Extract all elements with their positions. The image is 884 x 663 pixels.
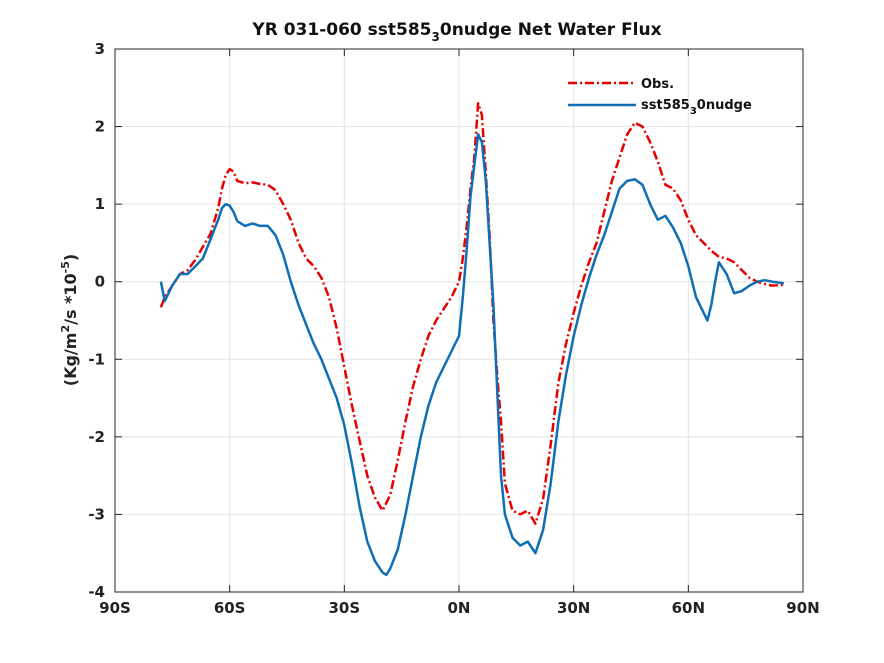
legend-label-obs: Obs. xyxy=(641,77,674,92)
x-tick-label: 90S xyxy=(99,599,131,617)
legend-label-model-subscript: 3 xyxy=(690,106,697,117)
legend-label-model-part-2: 0nudge xyxy=(697,98,752,113)
y-tick-label: -2 xyxy=(88,428,105,446)
x-tick-label: 90N xyxy=(786,599,819,617)
chart-title-part-2: 0nudge Net Water Flux xyxy=(440,20,662,40)
y-tick-label: 3 xyxy=(95,40,105,58)
y-axis-ticks: 3 2 1 0 -1 -2 -3 -4 xyxy=(88,40,803,601)
y-tick-label: -1 xyxy=(88,350,105,368)
series-line-model xyxy=(159,133,785,577)
legend-label-model-part-1: sst585 xyxy=(641,98,690,113)
y-tick-label: -4 xyxy=(88,583,105,601)
y-axis-label-superscript-1: 2 xyxy=(59,325,72,333)
y-tick-label: -3 xyxy=(88,505,105,523)
y-tick-label: 0 xyxy=(95,273,105,291)
y-axis-label: (Kg/m2/s *10-5) xyxy=(59,254,80,386)
x-axis-ticks: 90S 60S 30S 0N 30N 60N 90N xyxy=(99,49,820,617)
x-tick-label: 60S xyxy=(214,599,246,617)
series-lines xyxy=(159,102,785,577)
y-axis-label-part-2: /s *10 xyxy=(61,273,80,325)
x-tick-label: 0N xyxy=(448,599,471,617)
y-tick-label: 1 xyxy=(95,195,105,213)
chart-title: YR 031-060 sst58530nudge Net Water Flux xyxy=(251,20,661,44)
x-tick-label: 30S xyxy=(328,599,360,617)
legend-label-model: sst58530nudge xyxy=(641,98,752,117)
x-tick-label: 60N xyxy=(672,599,705,617)
y-axis-label-superscript-2: -5 xyxy=(59,261,72,273)
chart-title-part-1: YR 031-060 sst585 xyxy=(251,20,431,40)
y-axis-label-part-1: (Kg/m xyxy=(61,333,80,387)
legend: Obs. sst58530nudge xyxy=(568,77,752,117)
chart-title-subscript: 3 xyxy=(432,30,440,44)
y-tick-label: 2 xyxy=(95,118,105,136)
x-tick-label: 30N xyxy=(557,599,590,617)
legend-label-obs-text: Obs. xyxy=(641,77,674,92)
y-axis-label-part-3: ) xyxy=(61,254,80,261)
